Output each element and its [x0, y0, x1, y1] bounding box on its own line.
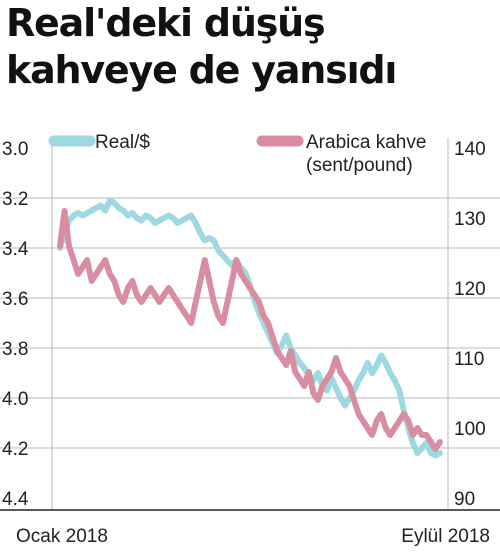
legend-label-coffee-line-1: Arabica kahve	[306, 132, 426, 153]
left-tick-label: 3.0	[2, 139, 28, 160]
headline-line-2: kahveye de yansıdı	[6, 48, 397, 92]
left-tick-label: 4.2	[2, 439, 28, 460]
right-tick-label: 100	[454, 419, 486, 440]
left-tick-label: 3.2	[2, 189, 28, 210]
left-axis-ticks: 3.0 3.2 3.4 3.6 3.8 4.0 4.2 4.4	[2, 139, 29, 510]
headline-line-1: Real'deki düşüş	[6, 1, 326, 45]
right-tick-label: 110	[454, 349, 484, 370]
chart: 3.0 3.2 3.4 3.6 3.8 4.0 4.2 4.4 140 130 120 110 100…	[0, 132, 500, 547]
x-label-start: Ocak 2018	[16, 526, 108, 547]
left-tick-label: 3.6	[2, 289, 28, 310]
series-line-coffee	[57, 208, 443, 452]
legend: Real/$ Arabica kahve (sent/pound)	[48, 132, 426, 176]
left-tick-label: 4.4	[2, 489, 29, 510]
right-tick-label: 120	[454, 279, 486, 300]
right-tick-label: 130	[454, 209, 486, 230]
headline: Real'deki düşüş kahveye de yansıdı	[6, 0, 397, 94]
right-tick-label: 90	[454, 489, 475, 510]
right-tick-label: 140	[454, 139, 486, 160]
legend-label-coffee-line-2: (sent/pound)	[306, 155, 413, 176]
x-label-end: Eylül 2018	[401, 526, 490, 547]
left-tick-label: 4.0	[2, 389, 28, 410]
legend-label-real: Real/$	[95, 132, 150, 153]
left-tick-label: 3.8	[2, 339, 28, 360]
left-tick-label: 3.4	[2, 239, 29, 260]
right-axis-ticks: 140 130 120 110 100 90	[454, 139, 486, 510]
series-lines	[57, 197, 443, 459]
grid	[0, 138, 500, 510]
